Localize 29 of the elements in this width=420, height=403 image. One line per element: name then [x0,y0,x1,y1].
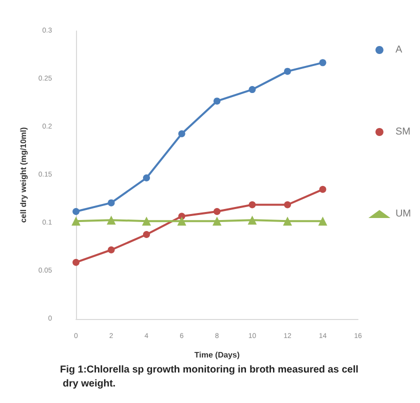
y-axis-title: cell dry weight (mg/10ml) [18,126,28,223]
point [318,216,328,226]
point [248,86,256,94]
point [214,98,220,105]
point [143,231,150,238]
point [177,216,186,226]
point [319,186,326,193]
x-axis-title: Time (Days) [194,350,240,360]
point [248,201,256,208]
point [106,216,116,225]
point [284,68,291,75]
point [319,59,326,66]
point [214,208,220,215]
legend-label: A [395,44,402,56]
point [72,258,80,266]
point [248,216,257,225]
legend-label: SM [395,126,410,138]
point [72,208,80,215]
point [108,199,115,206]
legend-label: UM [395,208,412,220]
point [108,246,115,254]
caption: Fig 1:Chlorella sp growth monitoring in broth measured as cell dry weight. [60,364,359,390]
point [72,216,80,226]
point [178,130,186,138]
point [283,216,292,226]
point [212,216,222,226]
point [284,201,291,208]
point [143,174,150,182]
point [142,216,151,226]
